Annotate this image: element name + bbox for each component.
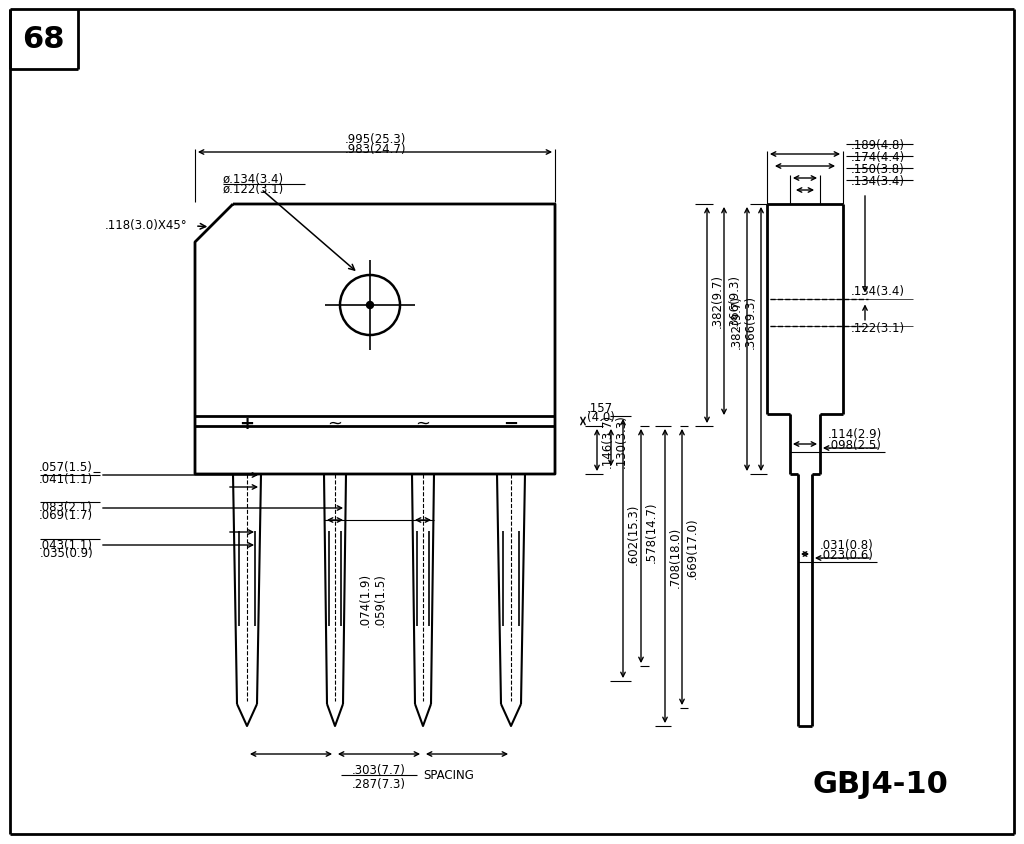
Text: .995(25.3): .995(25.3) xyxy=(344,133,406,145)
Text: .578(14.7): .578(14.7) xyxy=(645,500,658,562)
Text: +: + xyxy=(240,414,255,432)
Text: .031(0.8): .031(0.8) xyxy=(820,538,873,551)
Text: .130(3.3): .130(3.3) xyxy=(615,414,628,468)
Text: ø.134(3.4): ø.134(3.4) xyxy=(223,172,284,186)
Text: (4.0): (4.0) xyxy=(587,411,614,424)
Text: .287(7.3): .287(7.3) xyxy=(352,777,406,791)
Text: SPACING: SPACING xyxy=(423,769,474,782)
Text: .708(18.0): .708(18.0) xyxy=(669,526,682,587)
Text: ~: ~ xyxy=(416,414,430,432)
Text: .303(7.7): .303(7.7) xyxy=(352,764,406,776)
Text: .118(3.0)X45°: .118(3.0)X45° xyxy=(105,219,187,231)
Text: .035(0.9): .035(0.9) xyxy=(39,546,93,559)
Text: 68: 68 xyxy=(22,25,65,54)
Text: ~: ~ xyxy=(328,414,342,432)
Text: .059(1.5): .059(1.5) xyxy=(374,572,386,626)
Text: .134(3.4): .134(3.4) xyxy=(851,175,905,187)
Text: .366(9.3): .366(9.3) xyxy=(728,273,741,327)
Text: ø.122(3.1): ø.122(3.1) xyxy=(223,183,285,197)
Text: .043(1.1): .043(1.1) xyxy=(39,538,93,551)
Text: .146(3.7): .146(3.7) xyxy=(601,414,614,468)
Text: .057(1.5): .057(1.5) xyxy=(39,461,93,474)
Text: .157: .157 xyxy=(587,402,613,415)
Text: −: − xyxy=(504,414,518,432)
Text: .189(4.8): .189(4.8) xyxy=(851,138,905,151)
Text: .382(9.7): .382(9.7) xyxy=(711,273,724,327)
Text: .083(2.1): .083(2.1) xyxy=(39,500,93,514)
Text: .074(1.9): .074(1.9) xyxy=(358,572,372,626)
Text: .098(2.5): .098(2.5) xyxy=(828,439,882,452)
Text: .602(15.3): .602(15.3) xyxy=(627,503,640,565)
Text: .069(1.7): .069(1.7) xyxy=(39,509,93,522)
Text: .023(0.6): .023(0.6) xyxy=(820,549,873,562)
Text: GBJ4-10: GBJ4-10 xyxy=(812,770,948,798)
Text: .114(2.9): .114(2.9) xyxy=(828,428,883,441)
Text: .669(17.0): .669(17.0) xyxy=(686,517,699,578)
Text: .366(9.3): .366(9.3) xyxy=(744,295,757,349)
Text: .134(3.4): .134(3.4) xyxy=(851,284,905,298)
Text: .122(3.1): .122(3.1) xyxy=(851,322,905,335)
Text: .382(9.7): .382(9.7) xyxy=(730,295,743,349)
Text: .041(1.1): .041(1.1) xyxy=(39,473,93,486)
Text: .174(4.4): .174(4.4) xyxy=(851,150,905,163)
Text: .150(3.8): .150(3.8) xyxy=(851,162,905,176)
Text: .983(24.7): .983(24.7) xyxy=(344,143,406,155)
Circle shape xyxy=(367,302,374,309)
